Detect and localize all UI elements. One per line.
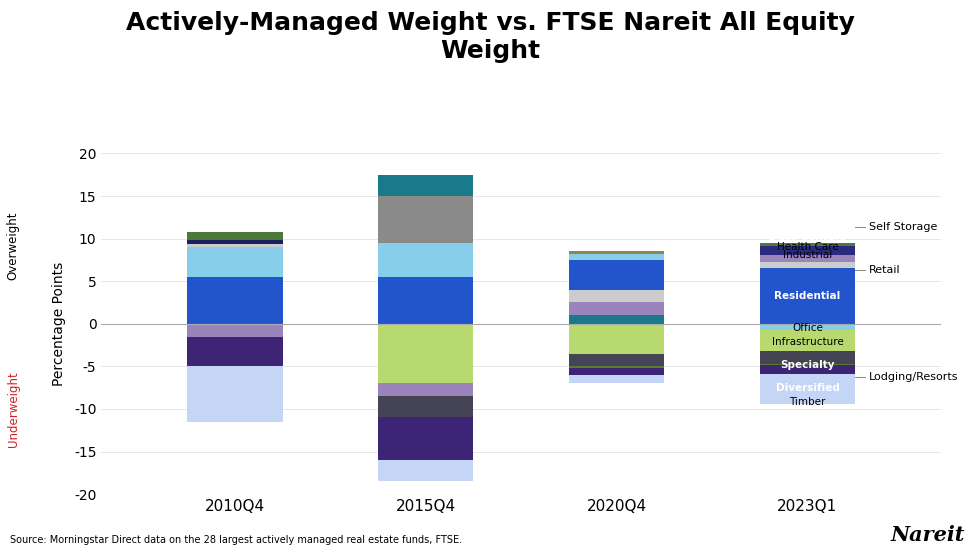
Bar	[760, 374, 856, 404]
Bar	[568, 251, 664, 254]
Bar	[568, 375, 664, 383]
Bar	[568, 366, 664, 368]
Text: Data Centers: Data Centers	[769, 232, 846, 242]
Text: Underweight: Underweight	[7, 371, 20, 447]
Bar	[187, 232, 282, 240]
Text: Health Care: Health Care	[776, 242, 838, 252]
Text: Diversified: Diversified	[775, 382, 840, 393]
Text: Office: Office	[792, 323, 823, 333]
Bar	[378, 243, 473, 277]
Bar	[378, 196, 473, 243]
Bar	[568, 324, 664, 354]
Bar	[568, 368, 664, 375]
Bar	[760, 324, 856, 329]
Bar	[760, 268, 856, 324]
Bar	[760, 365, 856, 374]
Bar	[187, 247, 282, 277]
Bar	[760, 262, 856, 268]
Bar	[760, 364, 856, 365]
Text: Nareit: Nareit	[891, 526, 965, 545]
Text: Lodging/Resorts: Lodging/Resorts	[868, 372, 958, 382]
Text: Timber: Timber	[789, 397, 826, 407]
Bar	[378, 383, 473, 396]
Text: Actively-Managed Weight vs. FTSE Nareit All Equity
Weight: Actively-Managed Weight vs. FTSE Nareit …	[125, 11, 855, 63]
Bar	[760, 246, 856, 255]
Bar	[187, 244, 282, 247]
Y-axis label: Percentage Points: Percentage Points	[52, 262, 66, 386]
Bar	[568, 290, 664, 302]
Bar	[187, 240, 282, 244]
Bar	[378, 396, 473, 418]
Bar	[378, 324, 473, 383]
Bar	[568, 302, 664, 315]
Bar	[378, 175, 473, 196]
Text: Retail: Retail	[868, 265, 901, 275]
Bar	[187, 324, 282, 337]
Bar	[760, 255, 856, 262]
Bar	[378, 460, 473, 482]
Text: Residential: Residential	[774, 291, 841, 301]
Bar	[568, 315, 664, 324]
Bar	[760, 351, 856, 364]
Bar	[378, 418, 473, 460]
Bar	[568, 260, 664, 290]
Bar	[568, 254, 664, 260]
Bar	[760, 329, 856, 351]
Text: Specialty: Specialty	[780, 360, 835, 370]
Bar	[187, 277, 282, 324]
Text: Industrial: Industrial	[783, 250, 832, 260]
Bar	[378, 277, 473, 324]
Text: Self Storage: Self Storage	[868, 222, 937, 231]
Bar	[187, 337, 282, 366]
Text: Overweight: Overweight	[7, 211, 20, 280]
Text: Infrastructure: Infrastructure	[771, 338, 844, 348]
Bar	[760, 243, 856, 246]
Bar	[187, 366, 282, 422]
Text: Source: Morningstar Direct data on the 28 largest actively managed real estate f: Source: Morningstar Direct data on the 2…	[10, 536, 462, 545]
Bar	[568, 354, 664, 366]
